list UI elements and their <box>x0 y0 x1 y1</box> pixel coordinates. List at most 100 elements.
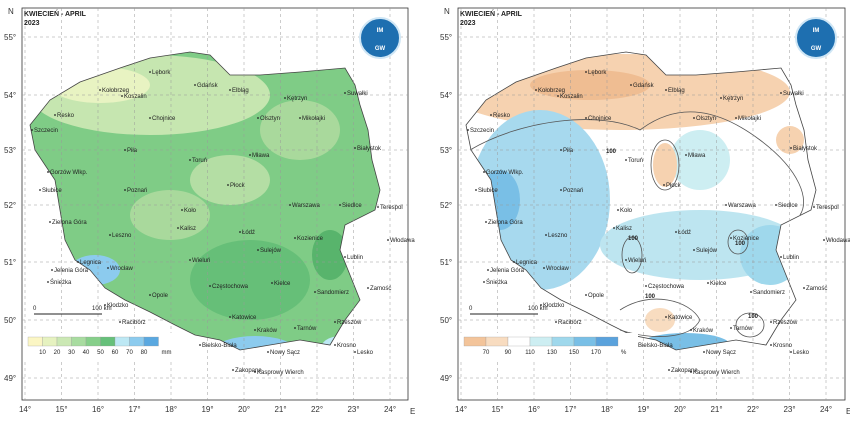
city-dot <box>284 97 286 99</box>
north-label: N <box>444 7 450 16</box>
city-dot <box>487 269 489 271</box>
city-dot <box>543 267 545 269</box>
legend-label: 20 <box>54 350 61 356</box>
city-dot <box>668 369 670 371</box>
panel-title: KWIECIEŃ - APRIL <box>24 9 87 18</box>
city-dot <box>254 371 256 373</box>
legend-label: 110 <box>525 350 535 356</box>
city-label: Mikołajki <box>738 116 761 122</box>
city-label: Kraków <box>693 328 714 334</box>
city-dot <box>663 184 665 186</box>
lat-label: 49° <box>440 374 452 383</box>
city-dot <box>585 294 587 296</box>
city-dot <box>367 287 369 289</box>
city-dot <box>194 84 196 86</box>
city-dot <box>149 294 151 296</box>
city-label: Kłodzko <box>107 303 129 309</box>
city-label: Lublin <box>783 255 799 261</box>
city-label: Białystok <box>357 146 382 152</box>
city-dot <box>339 204 341 206</box>
lat-label: 54° <box>440 91 452 100</box>
legend-label: 10 <box>39 350 46 356</box>
city-dot <box>775 204 777 206</box>
city-label: Lesko <box>357 350 374 356</box>
city-label: Białystok <box>793 146 818 152</box>
city-label: Tarnów <box>733 326 753 332</box>
country-border <box>29 51 381 351</box>
lon-label: 21° <box>710 405 722 414</box>
lat-label: 50° <box>440 316 452 325</box>
country-border <box>465 51 817 351</box>
city-dot <box>513 261 515 263</box>
city-dot <box>693 249 695 251</box>
scale-end: 100 km <box>92 306 112 312</box>
city-label: Kołobrzeg <box>538 88 565 94</box>
city-label: Piła <box>127 148 138 154</box>
logo <box>359 17 401 59</box>
legend-swatch <box>573 336 597 347</box>
city-label: Elbląg <box>668 88 685 94</box>
city-label: Włodawa <box>826 238 850 244</box>
city-dot <box>267 351 269 353</box>
city-label: Zielona Góra <box>488 220 523 226</box>
scale-start: 0 <box>469 306 473 312</box>
lat-label: 52° <box>440 201 452 210</box>
city-dot <box>177 227 179 229</box>
city-label: Kielce <box>274 281 291 287</box>
lon-label: 20° <box>674 405 686 414</box>
city-label: Suwałki <box>783 91 804 97</box>
lon-label: 16° <box>92 405 104 414</box>
lat-label: 55° <box>440 33 452 42</box>
legend-label: 40 <box>83 350 90 356</box>
lon-label: 14° <box>455 405 467 414</box>
east-label: E <box>846 407 850 416</box>
city-dot <box>47 171 49 173</box>
city-dot <box>47 281 49 283</box>
city-label: Płock <box>666 183 682 189</box>
city-label: Gorzów Wlkp. <box>486 170 524 176</box>
city-dot <box>483 281 485 283</box>
legend-swatch <box>42 336 58 347</box>
city-dot <box>560 189 562 191</box>
city-label: Krosno <box>773 343 793 349</box>
city-dot <box>39 189 41 191</box>
city-label: Lublin <box>347 255 363 261</box>
city-label: Opole <box>152 293 169 299</box>
city-label: Terespol <box>816 205 839 211</box>
lat-label: 51° <box>4 258 16 267</box>
lon-label: 19° <box>637 405 649 414</box>
lon-label: 24° <box>384 405 396 414</box>
legend-label: 80 <box>141 350 148 356</box>
lon-label: 18° <box>165 405 177 414</box>
city-label: Opole <box>588 293 605 299</box>
city-dot <box>294 327 296 329</box>
panel-year: 2023 <box>24 20 40 27</box>
city-label: Kozienice <box>297 236 324 242</box>
city-dot <box>780 92 782 94</box>
contour-label: 100 <box>606 149 617 155</box>
panel-title: KWIECIEŃ - APRIL <box>460 9 523 18</box>
city-dot <box>209 285 211 287</box>
lat-label: 49° <box>4 374 16 383</box>
lon-label: 19° <box>201 405 213 414</box>
contour-label: 100 <box>735 241 746 247</box>
city-label: Częstochowa <box>648 284 685 290</box>
city-label: Wieluń <box>628 258 646 264</box>
city-label: Mława <box>688 153 706 159</box>
city-label: Jelenia Góra <box>490 268 525 274</box>
city-dot <box>730 237 732 239</box>
legend-swatch <box>485 336 509 347</box>
city-label: Leszno <box>112 233 132 239</box>
city-dot <box>750 291 752 293</box>
city-label: Kalisz <box>180 226 196 232</box>
city-dot <box>257 249 259 251</box>
map-panel: 55° 54° 53° 52° 51° 50° 49° 14° 15° 16° 17° 18° 19° 2… <box>4 7 415 416</box>
city-label: Kraków <box>257 328 278 334</box>
city-label: Chojnice <box>152 116 176 122</box>
city-label: Tarnów <box>297 326 317 332</box>
logo-text: IM <box>377 28 384 34</box>
lon-label: 15° <box>491 405 503 414</box>
city-dot <box>625 259 627 261</box>
city-label: Koszalin <box>560 94 583 100</box>
